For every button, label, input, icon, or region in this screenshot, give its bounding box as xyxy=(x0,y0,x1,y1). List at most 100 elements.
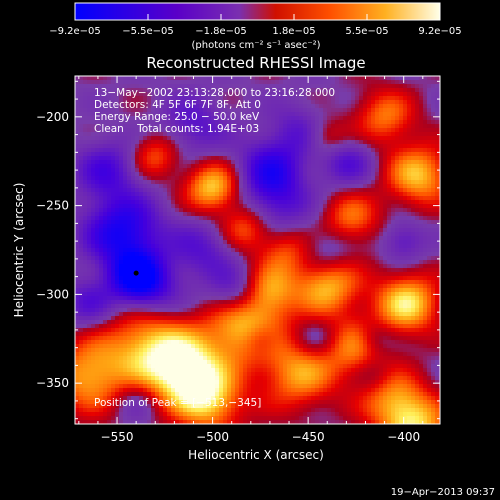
heatmap-cell xyxy=(175,148,180,153)
heatmap-cell xyxy=(179,140,184,145)
heatmap-cell xyxy=(267,180,272,185)
heatmap-cell xyxy=(79,196,84,201)
heatmap-cell xyxy=(159,184,164,189)
heatmap-cell xyxy=(259,220,264,225)
heatmap-cell xyxy=(99,156,104,161)
heatmap-cell xyxy=(271,232,276,237)
heatmap-cell xyxy=(291,220,296,225)
heatmap-cell xyxy=(91,236,96,241)
heatmap-cell xyxy=(371,136,376,141)
heatmap-cell xyxy=(287,220,292,225)
heatmap-cell xyxy=(431,232,436,237)
heatmap-cell xyxy=(87,108,92,113)
heatmap-cell xyxy=(271,84,276,89)
heatmap-cell xyxy=(95,116,100,121)
heatmap-cell xyxy=(343,140,348,145)
heatmap-cell xyxy=(259,104,264,109)
heatmap-cell xyxy=(211,164,216,169)
heatmap-cell xyxy=(247,156,252,161)
heatmap-cell xyxy=(303,152,308,157)
heatmap-cell xyxy=(315,144,320,149)
heatmap-cell xyxy=(323,204,328,209)
heatmap-cell xyxy=(259,284,264,289)
heatmap-cell xyxy=(83,120,88,125)
heatmap-cell xyxy=(99,132,104,137)
heatmap-cell xyxy=(383,156,388,161)
heatmap-cell xyxy=(183,140,188,145)
heatmap-cell xyxy=(315,104,320,109)
heatmap-cell xyxy=(395,104,400,109)
heatmap-cell xyxy=(303,204,308,209)
heatmap-cell xyxy=(267,124,272,129)
heatmap-cell xyxy=(399,236,404,241)
heatmap-cell xyxy=(159,256,164,261)
heatmap-cell xyxy=(175,168,180,173)
heatmap-cell xyxy=(315,112,320,117)
heatmap-cell xyxy=(287,132,292,137)
heatmap-cell xyxy=(119,264,124,269)
heatmap-cell xyxy=(291,200,296,205)
heatmap-cell xyxy=(259,120,264,125)
heatmap-cell xyxy=(323,76,328,81)
heatmap-cell xyxy=(295,232,300,237)
heatmap-cell xyxy=(223,272,228,277)
heatmap-cell xyxy=(127,288,132,293)
heatmap-cell xyxy=(199,272,204,277)
heatmap-cell xyxy=(151,260,156,265)
heatmap-cell xyxy=(391,108,396,113)
heatmap-cell xyxy=(211,192,216,197)
heatmap-cell xyxy=(127,132,132,137)
heatmap-cell xyxy=(215,268,220,273)
heatmap-cell xyxy=(319,160,324,165)
heatmap-cell xyxy=(171,152,176,157)
heatmap-cell xyxy=(323,112,328,117)
heatmap-cell xyxy=(251,140,256,145)
heatmap-cell xyxy=(247,192,252,197)
heatmap-cell xyxy=(143,264,148,269)
heatmap-cell xyxy=(419,136,424,141)
heatmap-cell xyxy=(403,112,408,117)
heatmap-cell xyxy=(411,112,416,117)
heatmap-cell xyxy=(247,240,252,245)
heatmap-cell xyxy=(375,100,380,105)
heatmap-cell xyxy=(423,256,428,261)
heatmap-cell xyxy=(111,96,116,101)
heatmap-cell xyxy=(307,164,312,169)
heatmap-cell xyxy=(215,244,220,249)
heatmap-cell xyxy=(391,268,396,273)
heatmap-cell xyxy=(187,112,192,117)
heatmap-cell xyxy=(187,144,192,149)
heatmap-cell xyxy=(179,168,184,173)
heatmap-cell xyxy=(303,188,308,193)
heatmap-cell xyxy=(419,84,424,89)
heatmap-cell xyxy=(179,216,184,221)
heatmap-cell xyxy=(395,144,400,149)
heatmap-cell xyxy=(203,168,208,173)
heatmap-cell xyxy=(407,100,412,105)
heatmap-cell xyxy=(107,100,112,105)
heatmap-cell xyxy=(399,124,404,129)
heatmap-cell xyxy=(191,96,196,101)
heatmap-cell xyxy=(403,252,408,257)
heatmap-cell xyxy=(79,208,84,213)
heatmap-cell xyxy=(87,180,92,185)
heatmap-cell xyxy=(151,156,156,161)
heatmap-cell xyxy=(243,132,248,137)
heatmap-cell xyxy=(351,144,356,149)
heatmap-cell xyxy=(255,236,260,241)
heatmap-cell xyxy=(203,116,208,121)
heatmap-cell xyxy=(303,156,308,161)
heatmap-cell xyxy=(347,188,352,193)
heatmap-cell xyxy=(387,92,392,97)
heatmap-cell xyxy=(379,248,384,253)
heatmap-cell xyxy=(203,80,208,85)
heatmap-cell xyxy=(363,176,368,181)
heatmap-cell xyxy=(79,76,84,81)
heatmap-cell xyxy=(411,156,416,161)
heatmap-cell xyxy=(267,272,272,277)
heatmap-cell xyxy=(415,200,420,205)
heatmap-cell xyxy=(75,84,80,89)
heatmap-cell xyxy=(119,128,124,133)
heatmap-cell xyxy=(379,136,384,141)
heatmap-cell xyxy=(219,172,224,177)
